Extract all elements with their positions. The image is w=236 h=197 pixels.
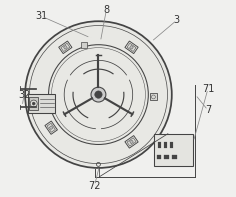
Bar <box>130 46 133 49</box>
Bar <box>127 138 136 146</box>
Bar <box>154 134 193 166</box>
Bar <box>172 155 177 159</box>
Text: 71: 71 <box>202 84 214 94</box>
Bar <box>156 155 161 159</box>
Bar <box>49 126 53 130</box>
Bar <box>125 41 138 54</box>
Bar <box>63 46 67 49</box>
Bar <box>125 136 138 148</box>
Bar <box>59 41 72 54</box>
Circle shape <box>95 91 102 98</box>
Text: 8: 8 <box>103 6 109 16</box>
Circle shape <box>25 21 172 168</box>
Text: 7: 7 <box>205 105 211 115</box>
Bar <box>130 140 133 144</box>
Text: 72: 72 <box>88 180 101 190</box>
Bar <box>47 123 55 132</box>
Bar <box>127 43 136 52</box>
Bar <box>28 94 55 113</box>
Circle shape <box>32 102 35 105</box>
Bar <box>61 43 70 52</box>
Bar <box>164 155 169 159</box>
Bar <box>81 42 87 48</box>
Bar <box>45 121 57 134</box>
Text: 32: 32 <box>18 90 30 100</box>
Circle shape <box>30 100 37 107</box>
Text: 31: 31 <box>36 11 48 21</box>
Bar <box>29 97 38 110</box>
Circle shape <box>91 87 106 102</box>
Bar <box>150 93 157 100</box>
Text: 3: 3 <box>174 15 180 25</box>
